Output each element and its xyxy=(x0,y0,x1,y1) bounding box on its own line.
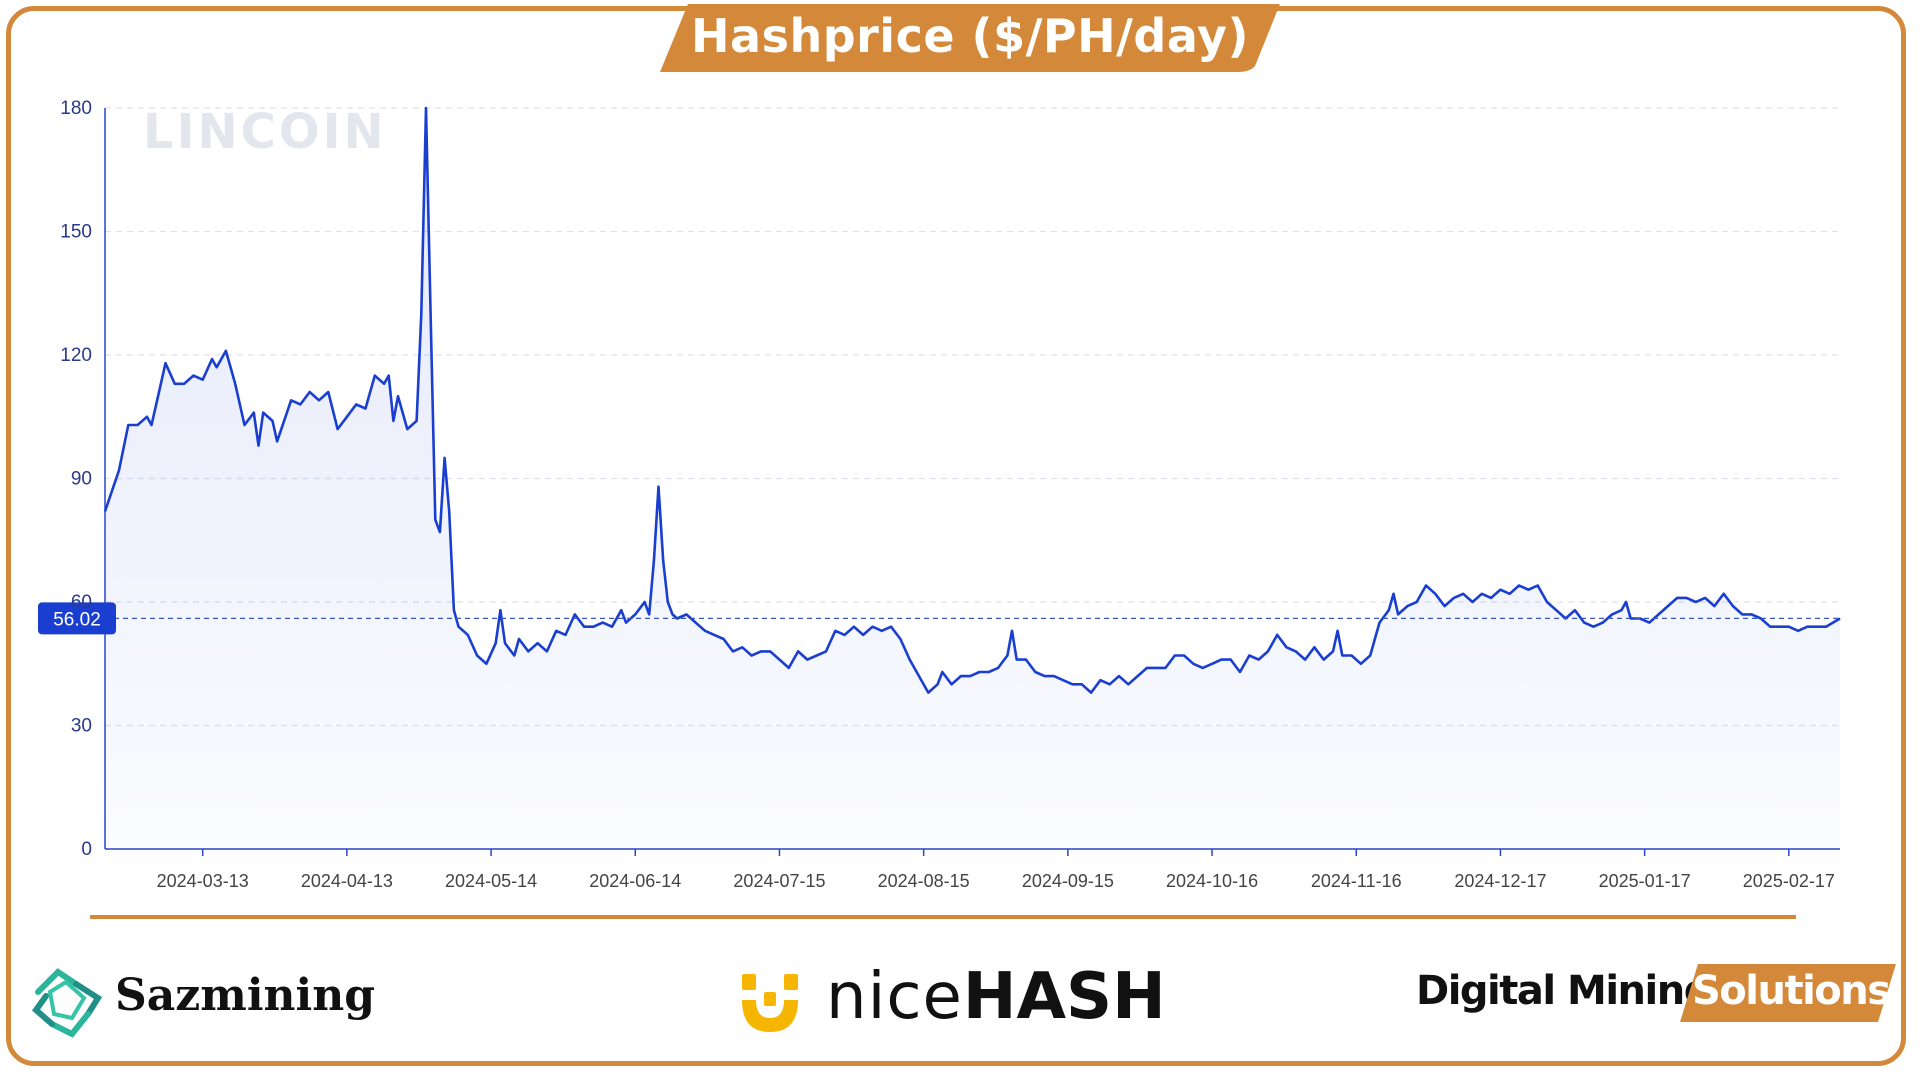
x-tick-label: 2025-02-17 xyxy=(1743,871,1835,891)
y-tick-label: 150 xyxy=(60,222,92,243)
x-tick-label: 2024-03-13 xyxy=(157,871,249,891)
x-tick-label: 2024-06-14 xyxy=(589,871,681,891)
nicehash-wordmark-bold: HASH xyxy=(962,960,1166,1034)
x-tick-label: 2024-07-15 xyxy=(733,871,825,891)
chart-title: Hashprice ($/PH/day) xyxy=(691,9,1249,63)
current-value-marker: 56.02 xyxy=(38,602,1840,635)
y-tick-label: 180 xyxy=(60,98,92,119)
sazmining-logo-icon xyxy=(31,968,103,1038)
y-tick-label: 120 xyxy=(60,345,92,366)
digital-mining-wordmark: Digital Mining xyxy=(1416,968,1712,1014)
x-tick-label: 2024-09-15 xyxy=(1022,871,1114,891)
title-tab-shape xyxy=(660,4,1280,72)
tick-labels: 0 30 60 90 120 150 180 2024-03-13 2024-04-13 2024… xyxy=(60,98,1835,891)
solutions-badge-shape xyxy=(1680,964,1896,1022)
x-tick-label: 2024-08-15 xyxy=(878,871,970,891)
hashprice-chart: LINCOIN 56.02 0 30 60 90 120 150 180 2024-03-13… xyxy=(38,98,1841,891)
footer-divider xyxy=(90,915,1796,919)
y-tick-label: 30 xyxy=(71,716,92,737)
current-value-badge xyxy=(38,602,116,635)
y-tick-label: 60 xyxy=(71,592,92,613)
current-value-label: 56.02 xyxy=(53,609,101,630)
x-tick-label: 2024-11-16 xyxy=(1311,871,1402,891)
hashprice-area xyxy=(105,108,1840,849)
x-tick-label: 2024-04-13 xyxy=(301,871,393,891)
y-tick-label: 0 xyxy=(81,839,92,860)
x-tick-label: 2024-10-16 xyxy=(1166,871,1258,891)
watermark-text: LINCOIN xyxy=(143,104,387,160)
x-tick-label: 2024-12-17 xyxy=(1454,871,1546,891)
solutions-badge-text: Solutions xyxy=(1692,968,1891,1014)
y-tick-label: 90 xyxy=(71,469,92,490)
nicehash-logo-icon xyxy=(742,974,798,1032)
x-tick-label: 2024-05-14 xyxy=(445,871,537,891)
nicehash-wordmark: niceHASH xyxy=(826,960,1166,1034)
x-tick-label: 2025-01-17 xyxy=(1599,871,1691,891)
nicehash-wordmark-light: nice xyxy=(826,960,963,1034)
hashprice-line xyxy=(103,106,1841,694)
sazmining-wordmark: Sazmining xyxy=(115,970,376,1021)
